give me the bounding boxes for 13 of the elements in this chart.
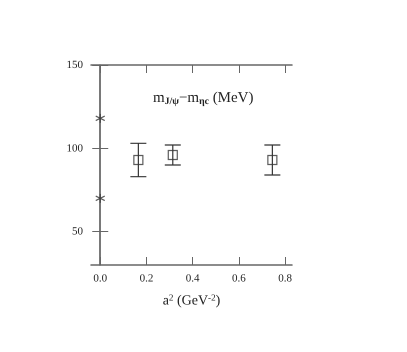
point [133,154,144,166]
point [95,113,106,124]
y-tick-label: 100 [66,142,84,154]
point [267,154,278,166]
y-tick-label: 150 [66,59,84,71]
point [95,193,106,204]
point [168,150,178,160]
x-tick-label: 0.0 [93,272,108,284]
y-tick-label: 50 [72,226,84,238]
x-tick-label: 0.2 [140,272,154,284]
x-tick-label: 0.8 [278,272,292,284]
x-tick-label: 0.6 [232,272,246,284]
x-tick-label: 0.4 [186,272,200,284]
